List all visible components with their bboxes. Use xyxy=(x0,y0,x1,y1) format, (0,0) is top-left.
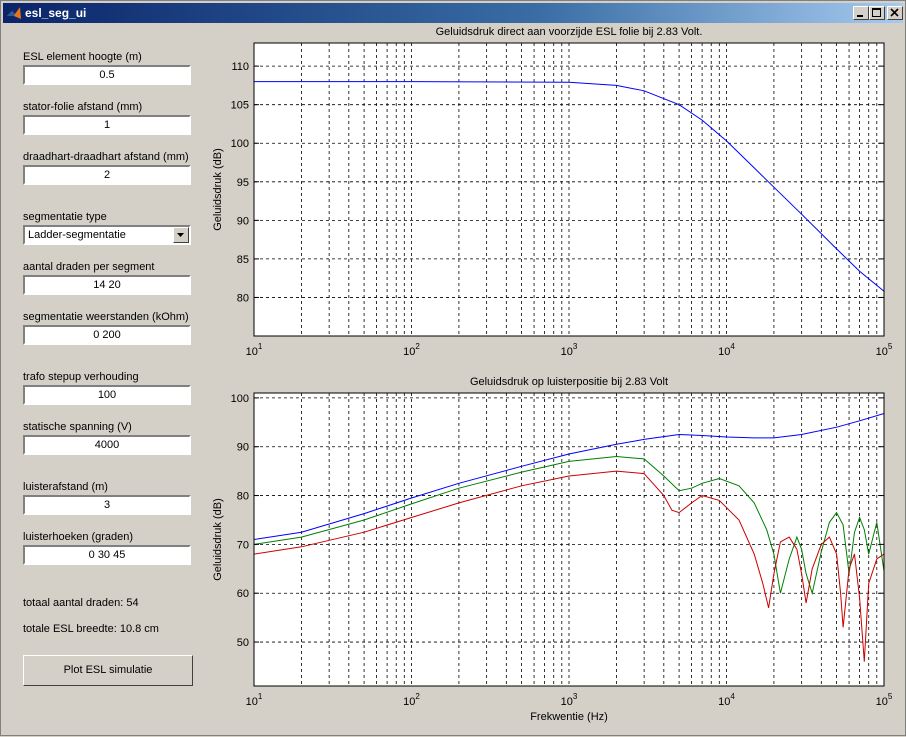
y-tick-label: 105 xyxy=(231,100,249,112)
chart-title: Geluidsdruk direct aan voorzijde ESL fol… xyxy=(436,26,703,38)
y-tick-label: 50 xyxy=(237,637,249,649)
x-tick-label: 103 xyxy=(561,342,578,358)
y-tick-label: 80 xyxy=(237,292,249,304)
minimize-icon xyxy=(857,15,863,17)
segmentation-type-select[interactable]: Ladder-segmentatie xyxy=(23,225,191,245)
static-voltage-input[interactable]: 4000 xyxy=(23,435,191,455)
close-icon xyxy=(890,8,899,17)
series-line-1 xyxy=(253,413,885,540)
chevron-down-icon xyxy=(177,233,184,237)
chart-title: Geluidsdruk op luisterpositie bij 2.83 V… xyxy=(470,376,668,388)
chart-top: 80 85 90 95 100 105 110 101 102 103 104 105 Geluidsd… xyxy=(212,26,893,358)
series-line-1 xyxy=(254,81,885,292)
segmentation-type-label: segmentatie type xyxy=(23,211,107,223)
y-tick-label: 110 xyxy=(231,61,249,73)
chart-bottom: 50 60 70 80 90 100 101 102 103 104 105 Geluidsdruk … xyxy=(212,376,893,723)
static-voltage-label: statische spanning (V) xyxy=(23,421,132,433)
y-tick-label: 100 xyxy=(231,138,249,150)
y-tick-label: 70 xyxy=(237,539,249,551)
listen-angles-input[interactable]: 0 30 45 xyxy=(23,545,191,565)
x-tick-label: 101 xyxy=(246,692,263,708)
matlab-icon xyxy=(7,7,21,19)
title-bar[interactable]: esl_seg_ui xyxy=(3,3,903,23)
y-tick-label: 90 xyxy=(237,442,249,454)
axes-box xyxy=(253,392,885,687)
dropdown-button[interactable] xyxy=(173,227,189,243)
close-button[interactable] xyxy=(887,6,903,20)
x-tick-label: 103 xyxy=(561,692,578,708)
trafo-ratio-input[interactable]: 100 xyxy=(23,385,191,405)
listen-angles-label: luisterhoeken (graden) xyxy=(23,531,134,543)
total-width-text: totale ESL breedte: 10.8 cm xyxy=(23,623,159,635)
wires-per-segment-input[interactable]: 14 20 xyxy=(23,275,191,295)
x-tick-label: 105 xyxy=(876,342,893,358)
x-axis-label: Frekwentie (Hz) xyxy=(530,711,608,723)
x-tick-label: 104 xyxy=(718,342,735,358)
listen-distance-label: luisterafstand (m) xyxy=(23,481,108,493)
y-axis-label: Geluidsdruk (dB) xyxy=(212,498,224,581)
y-tick-label: 60 xyxy=(237,588,249,600)
series-line-2 xyxy=(253,455,885,596)
y-axis-label: Geluidsdruk (dB) xyxy=(212,148,224,231)
element-height-label: ESL element hoogte (m) xyxy=(23,51,142,63)
trafo-ratio-label: trafo stepup verhouding xyxy=(23,371,139,383)
y-tick-label: 80 xyxy=(237,491,249,503)
wire-spacing-label: draadhart-draadhart afstand (mm) xyxy=(23,151,189,163)
minimize-button[interactable] xyxy=(853,6,869,20)
window-title: esl_seg_ui xyxy=(25,6,87,20)
y-tick-label: 90 xyxy=(237,215,249,227)
y-tick-label: 85 xyxy=(237,254,249,266)
x-tick-label: 105 xyxy=(876,692,893,708)
segment-resistors-label: segmentatie weerstanden (kOhm) xyxy=(23,311,189,323)
plot-simulation-button[interactable]: Plot ESL simulatie xyxy=(23,655,193,686)
wire-spacing-input[interactable]: 2 xyxy=(23,165,191,185)
x-tick-label: 101 xyxy=(246,342,263,358)
segment-resistors-input[interactable]: 0 200 xyxy=(23,325,191,345)
y-tick-label: 95 xyxy=(237,177,249,189)
x-tick-label: 102 xyxy=(403,692,420,708)
series-line-3 xyxy=(253,470,885,662)
maximize-button[interactable] xyxy=(869,6,885,20)
axes-box xyxy=(253,42,885,337)
x-tick-label: 104 xyxy=(718,692,735,708)
stator-foil-input[interactable]: 1 xyxy=(23,115,191,135)
stator-foil-label: stator-folie afstand (mm) xyxy=(23,101,143,113)
element-height-input[interactable]: 0.5 xyxy=(23,65,191,85)
maximize-icon xyxy=(872,8,881,17)
total-wires-text: totaal aantal draden: 54 xyxy=(23,597,139,609)
wires-per-segment-label: aantal draden per segment xyxy=(23,261,155,273)
segmentation-type-value: Ladder-segmentatie xyxy=(28,229,126,241)
y-tick-label: 100 xyxy=(231,393,249,405)
listen-distance-input[interactable]: 3 xyxy=(23,495,191,515)
x-tick-label: 102 xyxy=(403,342,420,358)
